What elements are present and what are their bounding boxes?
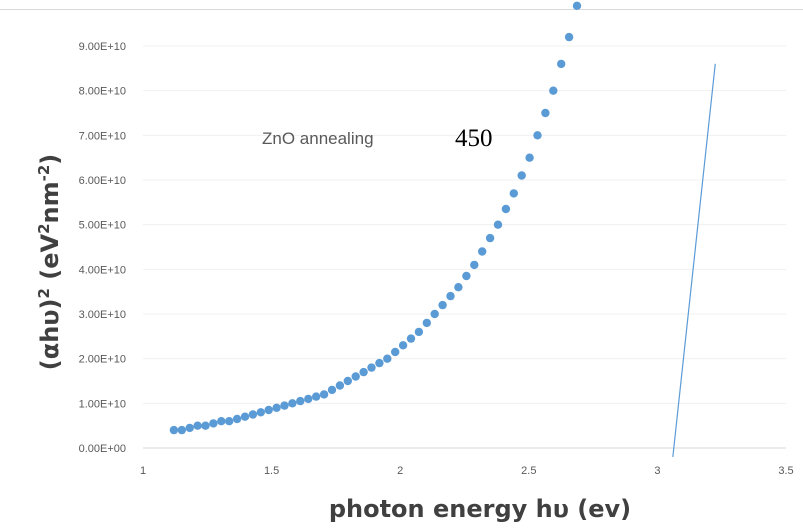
tangent-line	[672, 63, 716, 457]
y-tick-label: 5.00E+10	[79, 220, 126, 232]
data-point	[485, 233, 495, 243]
y-title-sup1: 2	[35, 288, 53, 298]
data-point	[272, 403, 281, 412]
y-tick-label: 7.00E+10	[79, 130, 126, 142]
x-axis-title: photon energy hυ (ev)	[329, 495, 631, 523]
annotation-value: 450	[455, 125, 493, 152]
data-point	[525, 153, 534, 162]
data-point	[430, 309, 439, 319]
data-point	[406, 334, 416, 343]
x-tick-label: 3.5	[778, 465, 793, 477]
data-point	[225, 417, 234, 426]
y-title-mid: (eV	[36, 234, 64, 289]
data-point	[304, 394, 313, 404]
x-tick-label: 3	[654, 465, 660, 477]
data-point	[509, 189, 518, 198]
data-point	[493, 220, 503, 229]
x-tick-label: 2.5	[521, 465, 536, 477]
data-point	[549, 86, 558, 95]
data-point	[375, 358, 384, 368]
y-title-sup3: -2	[35, 165, 53, 182]
data-point	[193, 421, 202, 430]
y-axis-title: (αhυ)2 (eV2nm-2)	[35, 154, 64, 371]
data-point	[414, 327, 424, 337]
y-title-end: )	[36, 154, 64, 165]
data-point	[177, 425, 186, 435]
data-point	[462, 271, 471, 281]
y-tick-label: 9.00E+10	[79, 41, 126, 53]
data-points	[169, 1, 582, 435]
data-point	[533, 131, 542, 140]
data-point	[312, 392, 321, 401]
y-tick-label: 8.00E+10	[79, 86, 126, 98]
data-point	[327, 385, 337, 395]
data-point	[501, 204, 511, 214]
data-point	[343, 376, 352, 386]
y-tick-label: 1.00E+10	[79, 398, 126, 410]
data-point	[217, 417, 226, 426]
y-tick-label: 0.00E+00	[79, 443, 126, 455]
data-point	[185, 423, 194, 433]
y-title-sup2: 2	[35, 223, 53, 233]
data-point	[296, 396, 305, 406]
data-point	[367, 363, 376, 372]
data-point	[280, 401, 289, 410]
data-point	[288, 399, 297, 408]
data-point	[572, 1, 582, 10]
data-point	[201, 421, 210, 430]
series-lines	[672, 63, 716, 457]
data-point	[351, 372, 360, 381]
data-point	[422, 318, 431, 328]
x-tick-label: 2	[397, 465, 403, 477]
y-tick-label: 4.00E+10	[79, 264, 126, 276]
data-point	[564, 32, 574, 42]
data-point	[478, 247, 487, 256]
data-point	[359, 367, 368, 377]
data-point	[398, 341, 408, 350]
data-point	[454, 283, 463, 292]
data-point	[541, 108, 550, 118]
data-point	[383, 354, 392, 363]
y-tick-label: 6.00E+10	[79, 175, 126, 187]
data-point	[517, 171, 526, 180]
data-point	[557, 59, 566, 69]
data-point	[169, 425, 179, 435]
data-point	[319, 390, 329, 399]
y-title-base: (αhυ)	[36, 299, 64, 371]
y-tick-labels: 0.00E+00 1.00E+10 2.00E+10 3.00E+10 4.00E+10…	[79, 41, 126, 455]
x-tick-label: 1	[140, 465, 146, 477]
data-point	[248, 410, 258, 419]
x-tick-label: 1.5	[264, 465, 279, 477]
x-tick-labels: 1 1.5 2 2.5 3 3.5	[140, 465, 794, 477]
data-point	[232, 414, 242, 424]
annotation-text: ZnO annealing	[262, 129, 374, 148]
data-point	[264, 405, 273, 415]
data-point	[256, 408, 265, 417]
data-point	[470, 260, 479, 270]
y-tick-label: 2.00E+10	[79, 354, 126, 366]
y-title-mid2: nm	[36, 181, 64, 223]
y-tick-label: 3.00E+10	[79, 309, 126, 321]
data-point	[446, 291, 455, 301]
gridlines	[143, 45, 786, 449]
data-point	[240, 412, 250, 421]
top-border-line	[0, 9, 803, 10]
data-point	[335, 381, 345, 390]
data-point	[391, 347, 400, 357]
data-point	[438, 300, 447, 310]
data-point	[209, 419, 218, 428]
